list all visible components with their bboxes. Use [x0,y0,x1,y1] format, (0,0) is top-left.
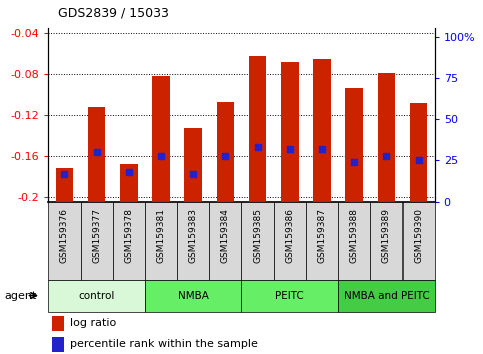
Bar [281,62,298,202]
Bar [52,316,64,331]
Bar [48,202,81,280]
Text: percentile rank within the sample: percentile rank within the sample [70,339,257,349]
Text: GSM159387: GSM159387 [317,208,327,263]
Text: GSM159386: GSM159386 [285,208,294,263]
Text: GSM159388: GSM159388 [350,208,359,263]
Bar [274,202,306,280]
Bar [370,202,402,280]
Bar [185,128,202,202]
Bar [338,202,370,280]
Bar [345,87,363,202]
Point [254,144,261,150]
Bar [48,280,145,312]
Text: GDS2839 / 15033: GDS2839 / 15033 [58,6,169,19]
Bar [338,280,435,312]
Bar [313,59,331,202]
Text: NMBA and PEITC: NMBA and PEITC [343,291,429,301]
Bar [88,107,105,202]
Bar [145,202,177,280]
Bar [216,102,234,202]
Bar [81,202,113,280]
Bar [242,202,274,280]
Point [93,149,100,155]
Text: control: control [78,291,115,301]
Bar [410,103,427,202]
Text: PEITC: PEITC [275,291,304,301]
Text: GSM159389: GSM159389 [382,208,391,263]
Text: GSM159381: GSM159381 [156,208,166,263]
Text: GSM159378: GSM159378 [124,208,133,263]
Text: GSM159390: GSM159390 [414,208,423,263]
Text: GSM159384: GSM159384 [221,208,230,263]
Bar [145,280,242,312]
Text: GSM159377: GSM159377 [92,208,101,263]
Bar [402,202,435,280]
Bar [249,56,267,202]
Point [383,153,390,158]
Bar [152,76,170,202]
Point [157,153,165,158]
Bar [177,202,209,280]
Point [125,169,133,175]
Text: agent: agent [5,291,37,301]
Point [350,159,358,165]
Bar [56,168,73,202]
Bar [242,280,338,312]
Text: NMBA: NMBA [178,291,209,301]
Bar [120,164,138,202]
Bar [52,337,64,352]
Point [60,171,68,177]
Text: log ratio: log ratio [70,318,116,328]
Point [222,153,229,158]
Bar [378,73,395,202]
Text: GSM159383: GSM159383 [189,208,198,263]
Point [286,146,294,152]
Point [318,146,326,152]
Point [415,158,423,163]
Bar [113,202,145,280]
Point [189,171,197,177]
Bar [209,202,242,280]
Text: GSM159376: GSM159376 [60,208,69,263]
Text: GSM159385: GSM159385 [253,208,262,263]
Bar [306,202,338,280]
